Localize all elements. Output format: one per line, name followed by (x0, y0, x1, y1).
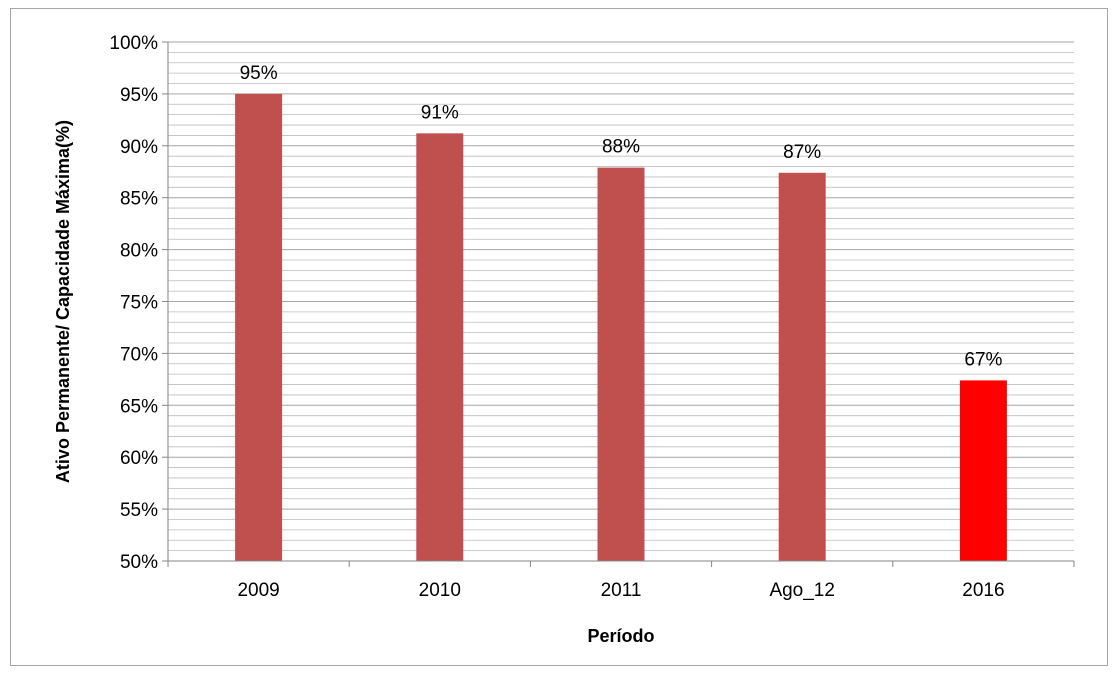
y-tick-label: 80% (120, 241, 158, 262)
bars (235, 93, 1007, 562)
x-tick-label: Ago_12 (769, 580, 835, 601)
y-tick-label: 55% (120, 500, 158, 521)
data-label-ago_12: 87% (783, 142, 821, 163)
bar-2011 (597, 167, 645, 561)
chart-frame (10, 8, 1108, 666)
data-label-2011: 88% (602, 137, 640, 158)
y-tick-label: 90% (120, 137, 158, 158)
x-axis-ticks: 2009 2010 2011 Ago_12 2016 (167, 561, 1075, 601)
y-axis-ticks: 50% 55% 60% 65% 70% 75% 80% 85% 90% 95% 100% (109, 33, 168, 573)
y-tick-label: 95% (120, 85, 158, 106)
data-label-2009: 95% (240, 63, 278, 84)
bar-2016 (959, 380, 1007, 561)
y-tick-label: 85% (120, 189, 158, 210)
x-axis-title: Período (587, 626, 654, 646)
y-tick-label: 70% (120, 344, 158, 365)
x-tick-label: 2011 (601, 580, 642, 601)
y-axis-title: Ativo Permanente/ Capacidade Máxima(%) (53, 120, 73, 483)
data-label-2010: 91% (421, 102, 459, 123)
bar-2010 (416, 133, 464, 561)
x-tick-label: 2009 (237, 580, 279, 601)
data-labels: 95% 91% 88% 87% 67% (240, 63, 1003, 370)
y-tick-label: 60% (120, 448, 158, 469)
y-tick-label: 75% (120, 293, 158, 314)
y-tick-label: 100% (109, 33, 158, 54)
bar-2009 (235, 93, 283, 562)
bar-ago_12 (778, 172, 826, 561)
data-label-2016: 67% (964, 349, 1002, 370)
y-tick-label: 65% (120, 396, 158, 417)
x-tick-label: 2010 (419, 580, 461, 601)
x-tick-label: 2016 (962, 580, 1004, 601)
y-tick-label: 50% (120, 552, 158, 573)
